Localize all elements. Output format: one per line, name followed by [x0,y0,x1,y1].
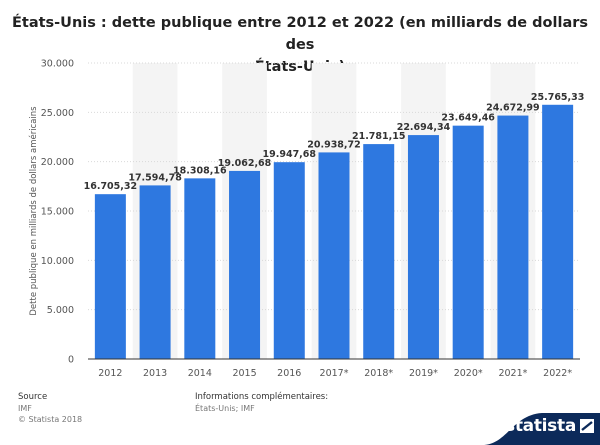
bar-value-label: 21.781,15 [352,131,406,142]
bar [363,144,395,359]
y-tick-label: 25.000 [41,108,74,119]
y-tick-label: 0 [68,355,74,366]
y-tick-label: 15.000 [41,207,74,218]
x-tick-label: 2018* [364,368,393,379]
bar-value-label: 18.308,16 [173,165,227,176]
x-tick-label: 2016 [277,368,301,379]
x-tick-label: 2022* [543,368,572,379]
bar [184,178,216,359]
bar [139,185,171,359]
bar [407,135,439,359]
statista-brand[interactable]: statista [482,409,600,445]
x-tick-label: 2021* [498,368,527,379]
info-heading: Informations complémentaires: [195,392,329,402]
bar-value-label: 23.649,46 [441,113,495,124]
bar-value-label: 25.765,33 [531,92,585,103]
x-tick-label: 2020* [454,368,483,379]
bar [229,170,261,359]
bar-value-label: 16.705,32 [84,181,138,192]
copyright: © Statista 2018 [18,415,83,424]
bar-value-label: 19.947,68 [263,149,317,160]
bar [318,152,350,359]
source-heading: Source [18,392,48,402]
x-tick-label: 2013 [143,368,167,379]
bar-value-label: 19.062,68 [218,158,272,169]
x-tick-label: 2015 [232,368,256,379]
bar-value-label: 22.694,34 [397,122,451,133]
bar-value-label: 20.938,72 [307,139,361,150]
statista-logo: statista [505,416,576,436]
x-tick-label: 2014 [188,368,212,379]
bar [452,125,484,359]
x-tick-label: 2017* [320,368,349,379]
y-tick-label: 5.000 [47,305,74,316]
y-axis-label: Dette publique en milliards de dollars a… [28,106,39,316]
bar [94,194,126,359]
info-value: États-Unis; IMF [195,404,255,413]
source-value: IMF [18,404,32,413]
bar [497,115,529,359]
brand-background [482,413,600,445]
x-tick-label: 2012 [98,368,122,379]
y-tick-label: 30.000 [41,59,74,70]
x-tick-label: 2019* [409,368,438,379]
bar [273,162,305,359]
y-tick-label: 20.000 [41,157,74,168]
statista-logo-icon [580,419,594,433]
bar-value-label: 17.594,78 [128,172,182,183]
y-tick-label: 10.000 [41,256,74,267]
bar-value-label: 24.672,99 [486,103,540,114]
bar [542,104,574,359]
